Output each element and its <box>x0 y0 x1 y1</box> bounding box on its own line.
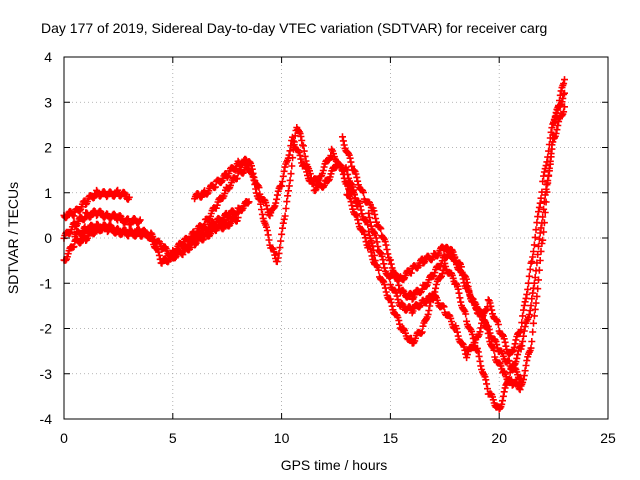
series-track-10 <box>386 243 525 383</box>
y-tick-label: 4 <box>44 49 52 65</box>
y-tick-label: -3 <box>40 366 53 382</box>
x-tick-label: 20 <box>491 430 507 446</box>
data-point-markers <box>191 133 362 220</box>
x-tick-label: 15 <box>383 430 399 446</box>
y-tick-label: 0 <box>44 230 52 246</box>
series-track-6 <box>191 133 362 220</box>
y-tick-label: -1 <box>40 275 53 291</box>
x-tick-label: 5 <box>169 430 177 446</box>
data-point-markers <box>71 214 242 262</box>
data-point-markers <box>386 243 525 383</box>
data-markers <box>60 76 568 413</box>
y-tick-label: 2 <box>44 140 52 156</box>
chart-title: Day 177 of 2019, Sidereal Day-to-day VTE… <box>41 20 547 36</box>
x-tick-label: 0 <box>60 430 68 446</box>
series-track-4 <box>71 214 242 262</box>
data-point-markers <box>365 89 568 362</box>
y-tick-label: -4 <box>40 411 53 427</box>
y-tick-label: 1 <box>44 185 52 201</box>
y-tick-label: -2 <box>40 321 53 337</box>
series-track-8 <box>343 103 568 413</box>
y-axis-label: SDTVAR / TECUs <box>5 182 21 294</box>
data-point-markers <box>343 103 568 413</box>
grid-lines <box>64 57 608 419</box>
x-tick-label: 10 <box>274 430 290 446</box>
x-tick-label: 25 <box>600 430 616 446</box>
series-track-9 <box>365 89 568 362</box>
x-axis-label: GPS time / hours <box>281 457 388 473</box>
y-tick-label: 3 <box>44 94 52 110</box>
